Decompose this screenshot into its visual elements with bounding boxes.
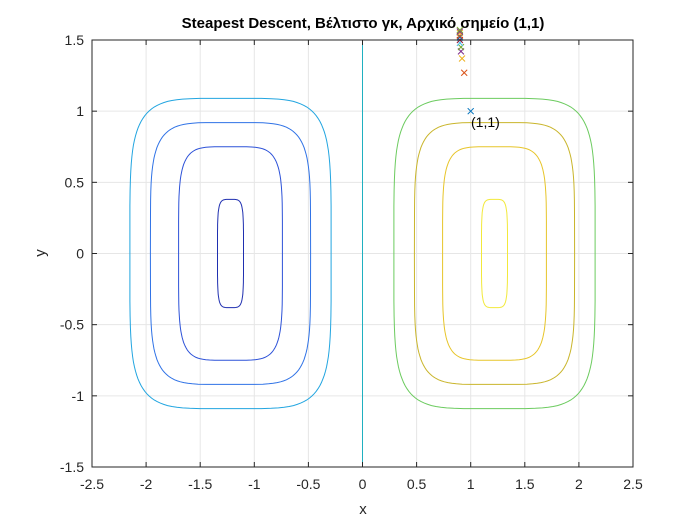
contour-line: [178, 146, 283, 361]
y-tick-label: 1: [76, 103, 84, 119]
y-tick-label: -1: [72, 388, 85, 404]
start-point-label: (1,1): [471, 114, 500, 130]
x-tick-label: -0.5: [296, 476, 320, 492]
contour-line: [442, 146, 547, 361]
axis-ticks: -2.5 -2 -1.5 -1 -0.5 0 0.5 1 1.5 2 2.5 -1.5 -1 -0.5 0 0…: [60, 32, 643, 492]
contour-line: [481, 198, 508, 309]
x-tick-label: 2: [575, 476, 583, 492]
y-tick-label: -1.5: [60, 459, 84, 475]
iterate-point: [460, 69, 468, 77]
y-tick-label: 1.5: [65, 32, 85, 48]
iterate-point: [467, 107, 475, 115]
x-tick-label: -1: [248, 476, 261, 492]
iterate-point: [458, 55, 466, 62]
y-axis-label: y: [32, 249, 49, 257]
x-tick-label: -2: [140, 476, 153, 492]
y-tick-label: 0.5: [65, 174, 85, 190]
iterate-point: [456, 26, 464, 34]
chart-title: Steapest Descent, Βέλτιστο γκ, Αρχικό ση…: [182, 15, 545, 32]
x-tick-label: 1.5: [515, 476, 535, 492]
x-tick-label: 1: [467, 476, 475, 492]
y-tick-label: 0: [76, 246, 84, 262]
iterate-markers: [456, 26, 475, 115]
contour-line: [129, 97, 332, 410]
contour-lines: [129, 40, 596, 467]
iterate-point: [456, 39, 464, 47]
iterate-point: [457, 43, 465, 51]
contour-line: [149, 122, 312, 385]
x-tick-label: -2.5: [80, 476, 104, 492]
contour-line: [393, 97, 596, 410]
x-tick-label: 0.5: [407, 476, 427, 492]
x-axis-label: x: [359, 501, 367, 518]
x-tick-label: 0: [359, 476, 367, 492]
y-tick-label: -0.5: [60, 317, 84, 333]
x-tick-label: 2.5: [623, 476, 643, 492]
x-tick-label: -1.5: [188, 476, 212, 492]
contour-line: [217, 198, 244, 309]
iterate-point: [456, 28, 464, 35]
iterate-point: [456, 29, 464, 37]
contour-line: [413, 122, 576, 385]
